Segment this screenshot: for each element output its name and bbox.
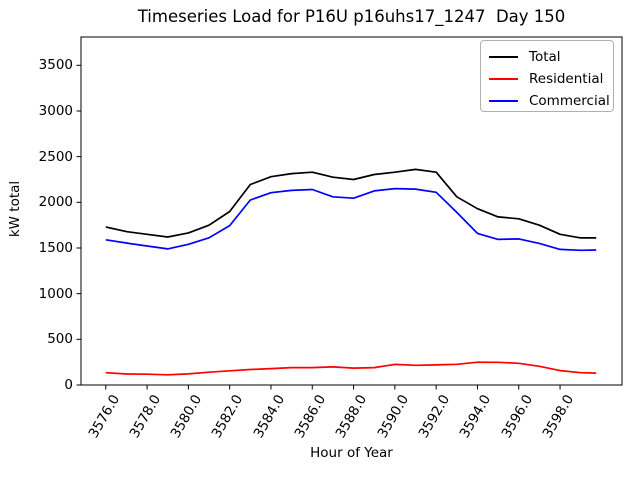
- legend-item-total: Total: [489, 46, 613, 68]
- series-line-residential: [105, 361, 597, 376]
- y-tick-label: 3000: [38, 102, 73, 119]
- series-line-commercial: [105, 187, 597, 252]
- legend-line-commercial: [489, 100, 518, 102]
- series-line-total: [105, 168, 597, 239]
- y-tick-label: 1500: [38, 239, 73, 256]
- y-tick-label: 2000: [38, 194, 73, 211]
- legend-label: Total: [529, 49, 561, 65]
- legend-line-residential: [489, 78, 518, 80]
- legend-line-total: [489, 56, 518, 58]
- legend-label: Residential: [529, 71, 604, 87]
- legend: Total Residential Commercial: [480, 40, 614, 112]
- y-tick-label: 0: [64, 377, 73, 393]
- x-axis-label: Hour of Year: [310, 445, 393, 461]
- legend-item-residential: Residential: [489, 68, 613, 90]
- legend-item-commercial: Commercial: [489, 90, 613, 112]
- y-tick-label: 1000: [38, 285, 73, 302]
- chart-title: Timeseries Load for P16U p16uhs17_1247 D…: [137, 7, 566, 26]
- legend-label: Commercial: [529, 93, 610, 109]
- y-tick-label: 500: [47, 331, 73, 348]
- y-tick-label: 2500: [38, 148, 73, 165]
- y-tick-label: 3500: [38, 57, 73, 74]
